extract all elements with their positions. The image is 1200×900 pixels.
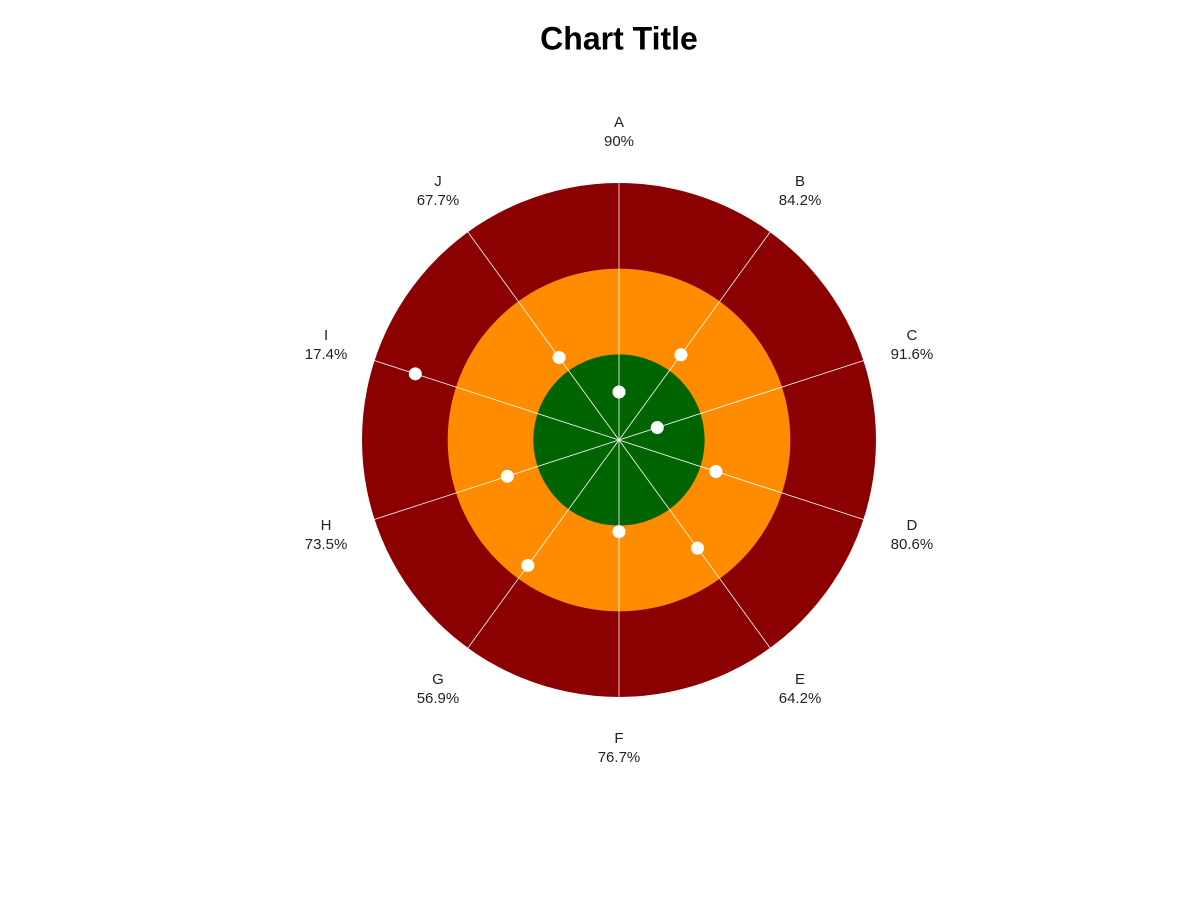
category-label: J: [434, 173, 442, 190]
category-label: A: [614, 114, 624, 131]
category-label: H: [321, 517, 332, 534]
point: [612, 385, 626, 399]
point: [674, 348, 688, 362]
spoke: [618, 439, 864, 520]
percent-label: 80.6%: [891, 536, 934, 553]
category-label: D: [907, 517, 918, 534]
spoke: [467, 231, 620, 441]
point: [709, 465, 723, 479]
percent-label: 73.5%: [305, 536, 348, 553]
percent-label: 17.4%: [305, 346, 348, 363]
category-label: B: [795, 173, 805, 190]
point: [612, 525, 626, 539]
point: [521, 558, 535, 572]
percent-label: 90%: [604, 133, 634, 150]
category-label: C: [907, 327, 918, 344]
spoke: [618, 231, 771, 441]
category-label: G: [432, 671, 444, 688]
category-label: F: [614, 730, 623, 747]
percent-label: 64.2%: [779, 690, 822, 707]
spoke: [467, 439, 620, 649]
percent-label: 67.7%: [417, 192, 460, 209]
percent-label: 76.7%: [598, 749, 641, 766]
point: [408, 367, 422, 381]
category-label: I: [324, 327, 328, 344]
point: [691, 541, 705, 555]
percent-label: 56.9%: [417, 690, 460, 707]
spoke: [374, 439, 620, 520]
percent-label: 84.2%: [779, 192, 822, 209]
point: [500, 469, 514, 483]
chart-title: Chart Title: [540, 20, 698, 56]
point: [650, 421, 664, 435]
point: [552, 351, 566, 365]
percent-label: 91.6%: [891, 346, 934, 363]
category-label: E: [795, 671, 805, 688]
